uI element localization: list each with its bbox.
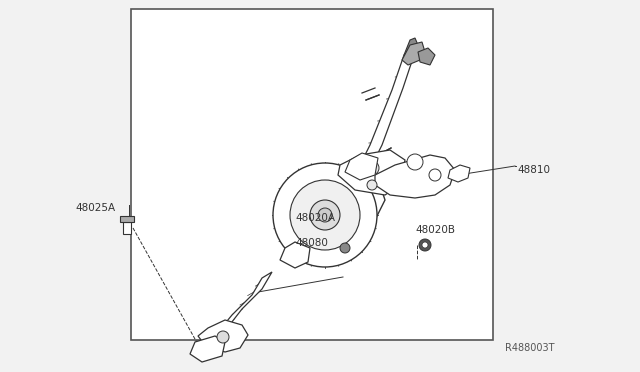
Polygon shape [402, 42, 425, 65]
Text: 48080: 48080 [295, 238, 328, 248]
Text: 48810: 48810 [517, 165, 550, 175]
Circle shape [429, 169, 441, 181]
Polygon shape [123, 222, 131, 234]
Circle shape [318, 208, 332, 222]
Bar [131, 9, 493, 340]
Circle shape [367, 180, 377, 190]
Text: 48025A: 48025A [75, 203, 115, 213]
Polygon shape [360, 52, 415, 165]
Polygon shape [448, 165, 470, 182]
Polygon shape [404, 38, 418, 55]
Circle shape [290, 180, 360, 250]
Polygon shape [218, 272, 272, 332]
Text: 48020A: 48020A [295, 213, 335, 223]
Circle shape [365, 161, 379, 175]
Text: R488003T: R488003T [505, 343, 554, 353]
Polygon shape [418, 48, 435, 65]
Text: 48020B: 48020B [415, 225, 455, 235]
Polygon shape [285, 170, 385, 250]
Circle shape [419, 239, 431, 251]
Circle shape [340, 243, 350, 253]
Polygon shape [198, 320, 248, 352]
Circle shape [422, 242, 428, 248]
Circle shape [273, 163, 377, 267]
Polygon shape [120, 216, 134, 222]
Polygon shape [338, 150, 405, 195]
Circle shape [217, 331, 229, 343]
Polygon shape [345, 153, 378, 180]
Polygon shape [190, 336, 225, 362]
Circle shape [407, 154, 423, 170]
Polygon shape [280, 242, 310, 268]
Circle shape [310, 200, 340, 230]
Polygon shape [375, 155, 455, 198]
